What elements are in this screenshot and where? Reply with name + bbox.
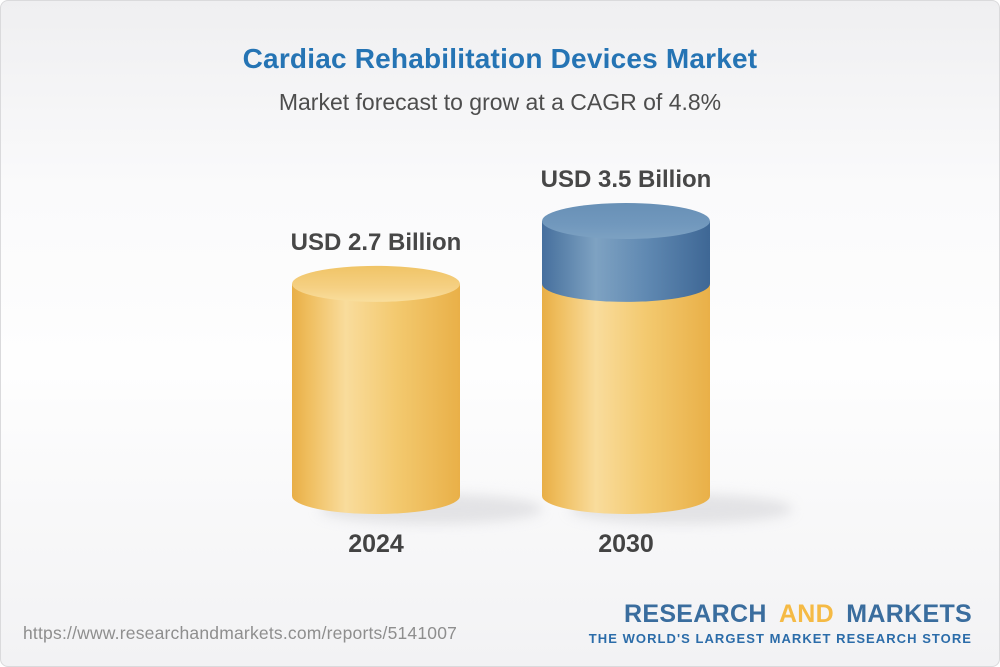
logo-word-markets: MARKETS <box>846 600 972 628</box>
logo-wordmark: RESEARCH AND MARKETS <box>589 602 972 627</box>
bar-2030-growth-body <box>542 221 710 302</box>
logo-word-and: AND <box>778 600 835 628</box>
report-url-text: https://www.researchandmarkets.com/repor… <box>23 623 458 643</box>
bar-value-label-2030: USD 3.5 Billion <box>540 166 712 193</box>
page-subtitle: Market forecast to grow at a CAGR of 4.8… <box>278 89 722 115</box>
logo-tagline: THE WORLD'S LARGEST MARKET RESEARCH STOR… <box>588 631 972 646</box>
category-label-2024: 2024 <box>348 530 404 558</box>
category-label-2030: 2030 <box>598 530 654 558</box>
logo-word-research: RESEARCH <box>624 600 767 628</box>
bar-2030-top <box>542 203 710 239</box>
bar-2030-base-body <box>542 283 710 514</box>
research-and-markets-logo: RESEARCH AND MARKETS THE WORLD'S LARGEST… <box>588 602 972 646</box>
page-title: Cardiac Rehabilitation Devices Market <box>242 43 758 74</box>
bar-value-label-2024: USD 2.7 Billion <box>290 229 462 256</box>
bar-2024-top <box>292 265 460 302</box>
bar-2024-body <box>292 283 460 514</box>
